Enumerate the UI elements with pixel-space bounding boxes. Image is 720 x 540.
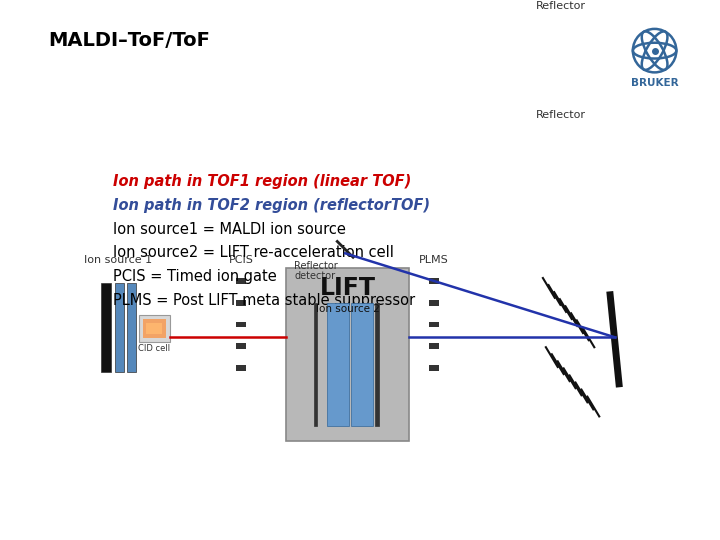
Text: PCIS = Timed ion gate: PCIS = Timed ion gate bbox=[113, 269, 276, 284]
Bar bbox=[429, 365, 439, 371]
Text: PLMS = Post LIFT meta stable suppressor: PLMS = Post LIFT meta stable suppressor bbox=[113, 293, 415, 308]
Bar bbox=[143, 319, 166, 339]
Bar bbox=[286, 268, 410, 441]
Text: PLMS: PLMS bbox=[419, 255, 449, 265]
Bar bbox=[429, 300, 439, 306]
Text: Ion source 2: Ion source 2 bbox=[315, 303, 379, 314]
Text: Ion source2 = LIFT re-acceleration cell: Ion source2 = LIFT re-acceleration cell bbox=[113, 245, 394, 260]
Bar bbox=[101, 283, 111, 372]
Bar bbox=[236, 321, 246, 327]
Bar bbox=[429, 343, 439, 349]
Text: Ion source 1: Ion source 1 bbox=[84, 255, 152, 265]
Bar bbox=[236, 278, 246, 284]
Bar bbox=[429, 321, 439, 327]
Bar bbox=[127, 283, 135, 372]
Text: BRUKER: BRUKER bbox=[631, 78, 678, 89]
Bar bbox=[236, 300, 246, 306]
Text: detector: detector bbox=[295, 271, 336, 281]
Bar bbox=[236, 365, 246, 371]
Bar bbox=[328, 303, 349, 426]
Text: PCIS: PCIS bbox=[229, 255, 254, 265]
Bar bbox=[138, 315, 170, 342]
Text: Reflector: Reflector bbox=[536, 1, 586, 11]
Bar bbox=[146, 322, 162, 334]
Text: Ion path in TOF1 region (linear TOF): Ion path in TOF1 region (linear TOF) bbox=[113, 174, 411, 189]
Bar bbox=[236, 343, 246, 349]
Text: LIFT: LIFT bbox=[320, 276, 376, 300]
Text: Reflector: Reflector bbox=[536, 110, 586, 120]
Bar bbox=[351, 303, 373, 426]
Text: Ion source1 = MALDI ion source: Ion source1 = MALDI ion source bbox=[113, 221, 346, 237]
Text: MALDI–ToF/ToF: MALDI–ToF/ToF bbox=[48, 31, 210, 50]
Text: Reflector: Reflector bbox=[294, 261, 338, 271]
Bar bbox=[429, 278, 439, 284]
Bar bbox=[114, 283, 124, 372]
Bar bbox=[375, 303, 379, 426]
Text: Ion path in TOF2 region (reflectorTOF): Ion path in TOF2 region (reflectorTOF) bbox=[113, 198, 430, 213]
Bar bbox=[313, 303, 318, 426]
Text: CID cell: CID cell bbox=[138, 345, 171, 353]
